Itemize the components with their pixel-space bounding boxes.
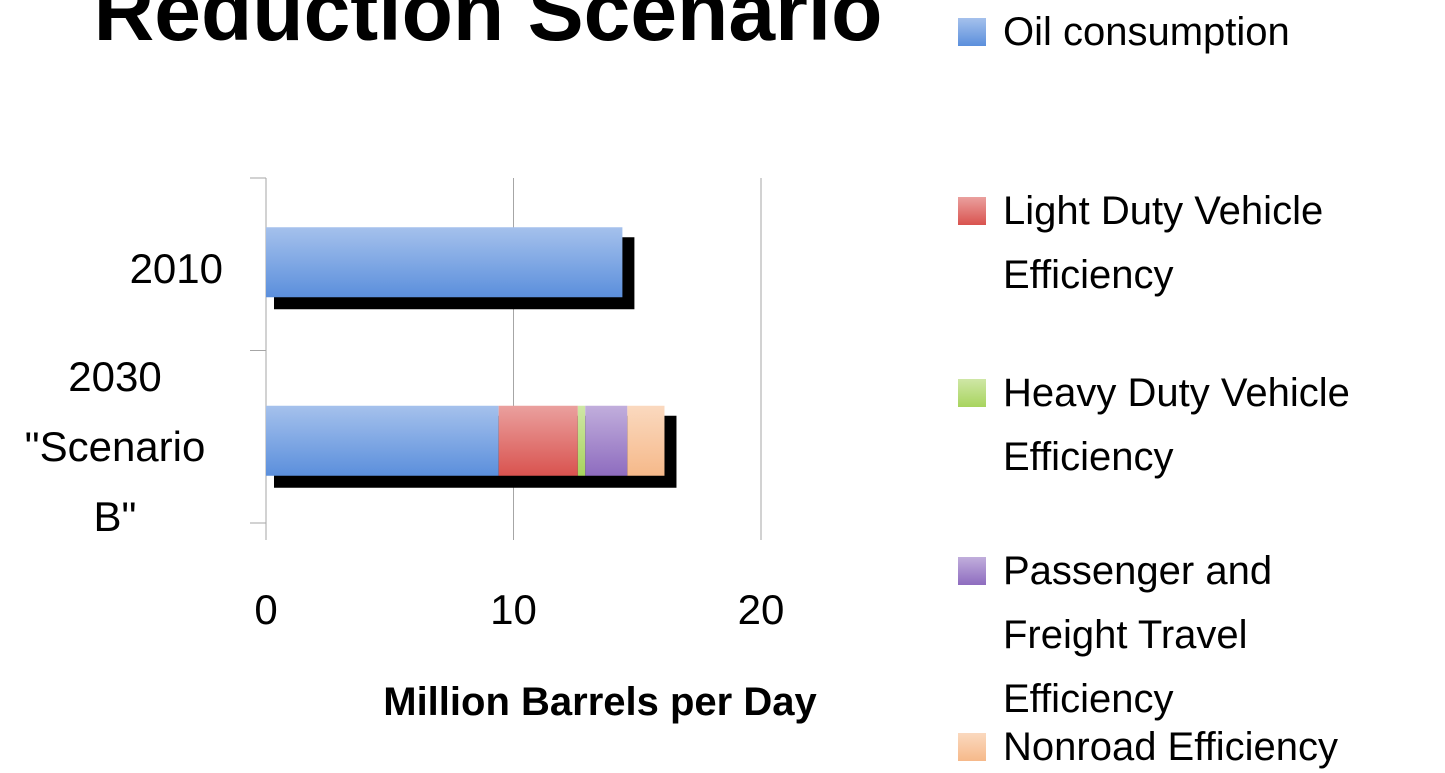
legend-swatch bbox=[958, 197, 986, 225]
legend-label: Heavy Duty Vehicle Efficiency bbox=[1003, 371, 1350, 479]
x-axis-title: Million Barrels per Day bbox=[383, 680, 817, 724]
legend-label: Passenger and Freight Travel Efficiency bbox=[1003, 549, 1273, 721]
bar-segment bbox=[266, 227, 623, 298]
bar-segment bbox=[498, 405, 578, 476]
y-tick-label: 2010 bbox=[129, 245, 223, 293]
legend-swatch bbox=[958, 379, 986, 407]
bar-segment bbox=[585, 405, 628, 476]
x-tick-label: 0 bbox=[254, 586, 278, 633]
x-tick-label: 20 bbox=[737, 586, 785, 633]
legend-label: Light Duty Vehicle Efficiency bbox=[1003, 189, 1324, 297]
legend-swatch bbox=[958, 557, 986, 585]
legend-label: Nonroad Efficiency bbox=[1003, 725, 1338, 769]
chart-title: Reduction Scenario bbox=[94, 0, 883, 58]
legend-swatch bbox=[958, 733, 986, 761]
x-tick-label: 10 bbox=[490, 586, 537, 633]
y-tick-label: 2030 "Scenario B" bbox=[24, 352, 206, 540]
bar-segment bbox=[577, 405, 586, 476]
bar-segment bbox=[627, 405, 665, 476]
legend-label: Oil consumption bbox=[1003, 10, 1290, 54]
bar-segment bbox=[266, 405, 499, 476]
legend-swatch bbox=[958, 18, 986, 46]
